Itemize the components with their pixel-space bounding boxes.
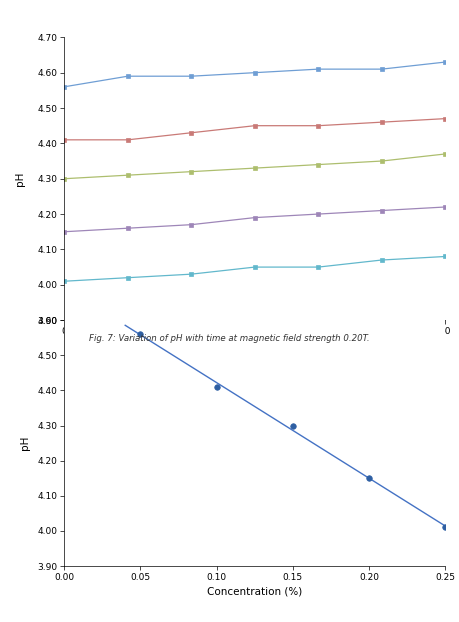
0.25% — [252, 263, 257, 271]
Point — [137, 329, 144, 339]
X-axis label: Concentration (%): Concentration (%) — [207, 586, 302, 596]
0.20% — [189, 221, 194, 228]
0.05% — [62, 83, 67, 91]
0.10% — [252, 122, 257, 129]
Line: 0.05%: 0.05% — [62, 60, 447, 89]
Line: 0.25%: 0.25% — [62, 254, 447, 283]
Point — [365, 473, 373, 483]
0.20% — [379, 207, 385, 214]
Line: 0.15%: 0.15% — [62, 152, 447, 180]
0.20% — [315, 210, 321, 218]
Line: 0.10%: 0.10% — [62, 117, 447, 142]
0.15% — [189, 168, 194, 175]
0.05% — [379, 65, 385, 73]
0.25% — [62, 277, 67, 285]
Point — [213, 382, 220, 392]
0.15% — [315, 161, 321, 169]
0.15% — [62, 175, 67, 182]
0.25% — [125, 274, 130, 281]
0.15% — [442, 151, 448, 158]
0.25% — [379, 256, 385, 264]
Point — [442, 522, 449, 532]
0.05% — [189, 73, 194, 80]
0.05% — [125, 73, 130, 80]
0.10% — [125, 136, 130, 144]
0.10% — [62, 136, 67, 144]
0.20% — [252, 214, 257, 221]
0.25% — [315, 263, 321, 271]
0.20% — [62, 228, 67, 236]
0.15% — [252, 164, 257, 172]
0.05% — [315, 65, 321, 73]
0.20% — [442, 203, 448, 211]
0.10% — [315, 122, 321, 129]
0.15% — [379, 157, 385, 165]
0.25% — [442, 253, 448, 260]
X-axis label: Time (min): Time (min) — [227, 340, 283, 350]
Line: 0.20%: 0.20% — [62, 205, 447, 234]
0.05% — [252, 69, 257, 77]
0.20% — [125, 225, 130, 232]
0.25% — [189, 271, 194, 278]
0.10% — [189, 129, 194, 136]
Point — [289, 420, 297, 430]
0.10% — [442, 115, 448, 123]
0.15% — [125, 172, 130, 179]
0.05% — [442, 58, 448, 66]
Text: pH: pH — [16, 172, 25, 186]
0.10% — [379, 118, 385, 126]
Y-axis label: pH: pH — [20, 436, 30, 450]
Text: Fig. 7: Variation of pH with time at magnetic field strength 0.20T.: Fig. 7: Variation of pH with time at mag… — [89, 335, 370, 343]
